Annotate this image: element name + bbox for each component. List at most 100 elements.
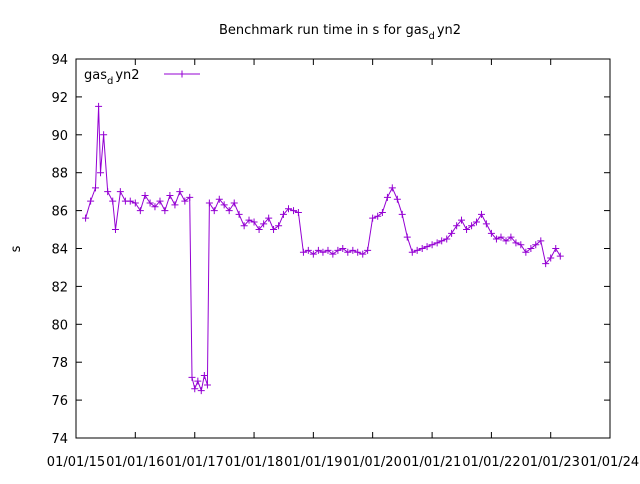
x-axis-ticks: 01/01/15 01/01/16 01/01/17 01/01/18 01/01/19…: [47, 59, 639, 470]
data-point: [304, 246, 312, 254]
x-tick-label: 01/01/20: [343, 455, 401, 470]
data-point: [82, 214, 90, 222]
y-tick-label: 78: [51, 356, 68, 371]
data-point: [181, 197, 189, 205]
y-tick-label: 80: [51, 318, 68, 333]
data-point: [230, 199, 238, 207]
y-axis-label: s: [9, 245, 24, 252]
data-point: [324, 246, 332, 254]
data-point: [556, 252, 564, 260]
data-point: [398, 210, 406, 218]
data-point: [95, 102, 103, 110]
data-point: [136, 207, 144, 215]
x-tick-label: 01/01/19: [284, 455, 342, 470]
y-tick-label: 74: [51, 432, 68, 447]
data-point: [364, 246, 372, 254]
data-point: [552, 245, 560, 252]
data-point: [517, 241, 525, 249]
data-point: [438, 237, 446, 245]
data-point: [354, 248, 362, 256]
data-point: [197, 387, 205, 395]
data-point: [369, 214, 377, 222]
data-point: [205, 199, 213, 207]
data-point: [171, 201, 179, 209]
data-point: [329, 250, 337, 258]
data-point: [547, 254, 555, 262]
data-point: [255, 226, 263, 234]
data-point: [146, 199, 154, 207]
data-point: [477, 210, 485, 218]
y-tick-label: 92: [51, 91, 68, 106]
data-point: [275, 222, 283, 230]
legend-label-subscript: d: [107, 76, 113, 87]
data-point: [393, 195, 401, 203]
data-point: [265, 214, 273, 222]
data-point: [507, 233, 515, 241]
x-tick-label: 01/01/17: [166, 455, 224, 470]
x-tick-label: 01/01/16: [106, 455, 164, 470]
data-point: [512, 239, 520, 247]
data-point: [166, 191, 174, 199]
data-point: [408, 248, 416, 256]
legend: gasd yn2: [84, 68, 200, 87]
data-point: [109, 197, 117, 205]
x-tick-label: 01/01/15: [47, 455, 105, 470]
x-tick-label: 01/01/21: [403, 455, 461, 470]
data-point: [502, 237, 510, 245]
data-point: [344, 248, 352, 256]
data-point: [188, 373, 196, 381]
chart-title-suffix: yn2: [437, 23, 461, 38]
data-point: [290, 207, 298, 215]
data-point: [433, 239, 441, 247]
data-point: [359, 250, 367, 258]
data-point: [487, 229, 495, 237]
data-point: [126, 197, 134, 205]
data-point: [418, 245, 426, 252]
y-tick-label: 88: [51, 167, 68, 182]
data-point: [472, 218, 480, 226]
data-point: [492, 235, 500, 243]
y-tick-label: 82: [51, 280, 68, 295]
data-point: [225, 207, 233, 215]
data-point: [116, 188, 124, 196]
data-point: [532, 241, 540, 249]
legend-label: gasd yn2: [84, 68, 140, 87]
x-tick-label: 01/01/22: [462, 455, 520, 470]
data-point: [334, 246, 342, 254]
data-point: [156, 197, 164, 205]
data-point: [284, 205, 292, 213]
data-point: [176, 188, 184, 196]
data-point: [111, 226, 119, 234]
data-point: [458, 216, 466, 224]
series-line: [85, 106, 561, 393]
data-point: [314, 246, 322, 254]
legend-swatch-marker: [178, 70, 186, 78]
data-point: [194, 377, 202, 385]
data-point: [245, 216, 253, 224]
data-series-gas-dyn2: [82, 102, 564, 395]
data-point: [349, 246, 357, 254]
data-point: [482, 220, 490, 228]
data-point: [388, 184, 396, 192]
data-point: [200, 371, 208, 379]
data-point: [279, 210, 287, 218]
data-point: [453, 222, 461, 230]
y-tick-label: 84: [51, 243, 68, 258]
y-axis-ticks: 74 76 78 80 82 84 86 88 90 92 94: [51, 53, 610, 447]
data-point: [378, 208, 386, 216]
legend-label-suffix: yn2: [115, 68, 139, 83]
legend-label-main: gas: [84, 68, 107, 83]
data-point: [423, 243, 431, 251]
data-point: [87, 197, 95, 205]
data-point: [91, 184, 99, 192]
data-point: [97, 169, 105, 177]
chart-title: Benchmark run time in s for gasd yn2: [219, 23, 461, 42]
x-tick-label: 01/01/23: [522, 455, 580, 470]
data-point: [299, 248, 307, 256]
data-point: [468, 222, 476, 230]
data-point: [191, 385, 199, 393]
data-point: [448, 229, 456, 237]
